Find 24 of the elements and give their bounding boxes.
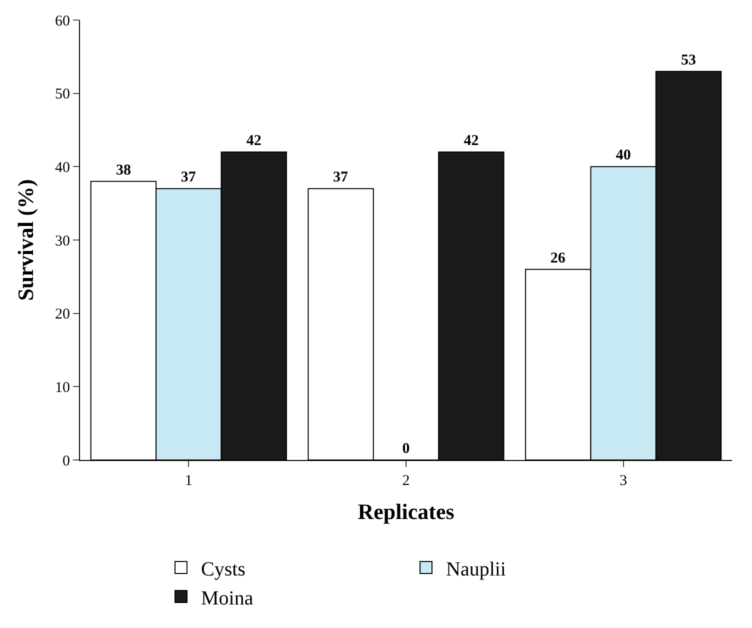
- data-label: 40: [616, 148, 631, 164]
- x-tick-label: 2: [402, 473, 410, 489]
- y-tick-label: 50: [55, 86, 70, 103]
- legend-label: Cysts: [201, 558, 246, 580]
- y-tick-label: 30: [55, 233, 70, 250]
- data-label: 53: [681, 52, 696, 68]
- x-axis-title: Replicates: [358, 498, 455, 524]
- data-label: 0: [402, 441, 410, 457]
- data-label: 38: [116, 162, 131, 178]
- y-tick-label: 40: [55, 160, 70, 176]
- y-axis-title: Survival (%): [12, 179, 38, 301]
- data-label: 37: [180, 170, 196, 186]
- data-label: 26: [550, 250, 566, 266]
- x-tick-label: 3: [620, 473, 628, 489]
- y-tick-label: 10: [55, 380, 70, 396]
- data-label: 37: [333, 170, 349, 186]
- data-label: 42: [246, 133, 262, 149]
- y-tick-label: 60: [55, 13, 70, 30]
- x-tick-label: 1: [184, 473, 192, 489]
- legend-label: Nauplii: [446, 558, 506, 580]
- data-label: 42: [464, 133, 479, 149]
- legend-label: Moina: [201, 587, 254, 610]
- y-tick-label: 20: [55, 306, 70, 323]
- y-tick-label: 0: [62, 453, 70, 470]
